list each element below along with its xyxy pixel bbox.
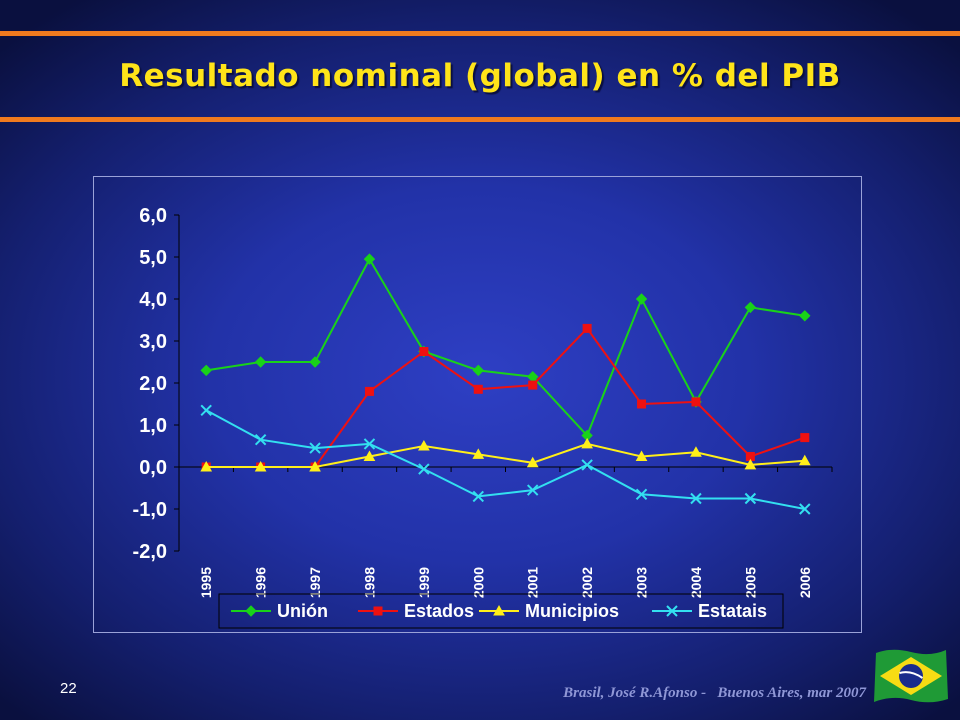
footer-credit: Brasil, José R.Afonso - Buenos Aires, ma… (563, 685, 866, 701)
y-tick-label: 4,0 (139, 289, 167, 311)
data-point (418, 463, 430, 475)
data-point (472, 448, 485, 459)
data-point (581, 437, 593, 449)
legend-label: Municipios (525, 601, 619, 621)
data-point (254, 433, 267, 446)
x-tick-label: 2006 (797, 567, 813, 598)
series-line-estados (206, 326, 806, 468)
data-point (245, 605, 257, 617)
page-number: 22 (60, 680, 77, 697)
chart-frame (93, 176, 862, 633)
series-line-estatais (205, 409, 805, 510)
x-tick-label: 1995 (198, 567, 214, 598)
data-point (419, 347, 429, 356)
data-point (637, 399, 647, 409)
x-tick-label: 2002 (579, 567, 595, 598)
data-point (309, 356, 321, 368)
data-point (635, 450, 648, 461)
data-point (799, 310, 811, 322)
y-tick-label: 5,0 (139, 247, 167, 269)
data-point (200, 404, 212, 417)
data-point (666, 605, 678, 617)
y-tick-label: 6,0 (139, 205, 167, 227)
top-accent-rule (0, 31, 960, 36)
bottom-accent-rule (0, 117, 960, 122)
data-point (473, 384, 483, 394)
data-point (744, 301, 757, 314)
data-point (635, 488, 648, 501)
data-point (528, 380, 538, 390)
data-point (582, 323, 592, 333)
data-point (373, 606, 383, 616)
legend-label: Unión (277, 601, 328, 621)
data-point (200, 460, 213, 472)
data-point (200, 364, 212, 377)
data-point (472, 364, 484, 377)
x-tick-label: 2000 (470, 567, 486, 598)
data-point (363, 450, 376, 461)
legend-box (218, 593, 784, 629)
data-point (581, 459, 593, 471)
data-point (635, 293, 648, 305)
data-point (744, 492, 757, 505)
x-tick-label: 1997 (307, 567, 323, 598)
legend-label: Estados (404, 601, 474, 621)
slide-title: Resultado nominal (global) en % del PIB (119, 58, 841, 94)
x-tick-label: 2001 (525, 567, 541, 598)
y-tick-label: 2,0 (139, 373, 167, 395)
data-point (309, 442, 321, 454)
series-line-unin (206, 257, 805, 438)
data-point (364, 386, 374, 396)
data-point (363, 253, 376, 265)
x-tick-label: 2003 (634, 567, 650, 598)
data-point (691, 397, 701, 407)
y-tick-label: -1,0 (133, 499, 167, 521)
x-tick-label: 1999 (416, 567, 432, 598)
data-point (472, 490, 484, 503)
data-point (254, 356, 267, 368)
data-point (800, 433, 810, 443)
data-point (418, 439, 430, 451)
y-tick-label: 0,0 (139, 457, 167, 479)
data-point (799, 503, 811, 515)
data-point (363, 438, 376, 450)
legend-label: Estatais (698, 601, 767, 621)
x-tick-label: 1998 (361, 567, 377, 598)
data-point (526, 456, 539, 468)
y-tick-label: 3,0 (139, 331, 167, 353)
line-chart: -2,0 -1,0 0,0 1,0 2,0 3,0 4,0 5,0 6,0 1995 1996 199… (133, 205, 833, 629)
data-point (309, 460, 321, 472)
y-tick-label: -2,0 (133, 541, 167, 563)
data-point (527, 484, 539, 496)
brazil-flag-icon (874, 649, 948, 703)
y-tick-label: 1,0 (139, 415, 167, 437)
x-tick-label: 2005 (742, 567, 758, 598)
series-line-municipios (206, 442, 805, 468)
data-point (493, 604, 505, 616)
data-point (690, 492, 702, 505)
data-point (690, 446, 702, 457)
x-tick-label: 2004 (688, 567, 704, 598)
data-point (798, 454, 811, 466)
data-point (744, 458, 757, 470)
x-tick-label: 1996 (253, 567, 269, 598)
data-point (254, 460, 267, 472)
